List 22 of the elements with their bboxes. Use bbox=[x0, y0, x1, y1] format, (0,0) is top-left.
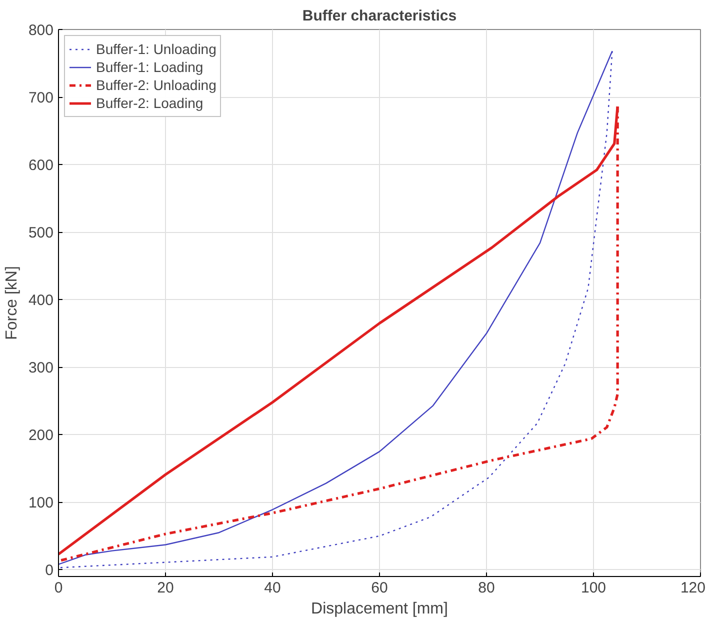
legend-label: Buffer-2: Loading bbox=[96, 94, 204, 112]
chart-title: Buffer characteristics bbox=[302, 8, 457, 24]
x-tick-label: 20 bbox=[157, 580, 174, 596]
legend-label: Buffer-2: Unloading bbox=[96, 76, 216, 94]
x-tick-label: 60 bbox=[371, 580, 388, 596]
x-tick-label: 100 bbox=[580, 580, 606, 596]
x-axis-title: Displacement [mm] bbox=[311, 600, 448, 618]
y-tick-label: 700 bbox=[28, 90, 54, 107]
legend-label: Buffer-1: Unloading bbox=[96, 40, 216, 58]
x-tick-label: 80 bbox=[478, 580, 495, 596]
x-tick-label: 40 bbox=[264, 580, 281, 596]
x-tick-label: 120 bbox=[680, 580, 706, 596]
y-tick-label: 200 bbox=[28, 427, 54, 444]
y-tick-label: 400 bbox=[28, 292, 54, 310]
y-axis-title: Force [kN] bbox=[3, 266, 20, 340]
y-tick-label: 100 bbox=[28, 494, 54, 512]
y-tick-label: 800 bbox=[28, 22, 54, 39]
y-tick-label: 300 bbox=[28, 360, 54, 377]
y-tick-label: 600 bbox=[28, 157, 54, 174]
y-tick-label: 500 bbox=[28, 224, 54, 242]
legend-label: Buffer-1: Loading bbox=[96, 58, 204, 76]
y-tick-label: 0 bbox=[45, 562, 54, 580]
